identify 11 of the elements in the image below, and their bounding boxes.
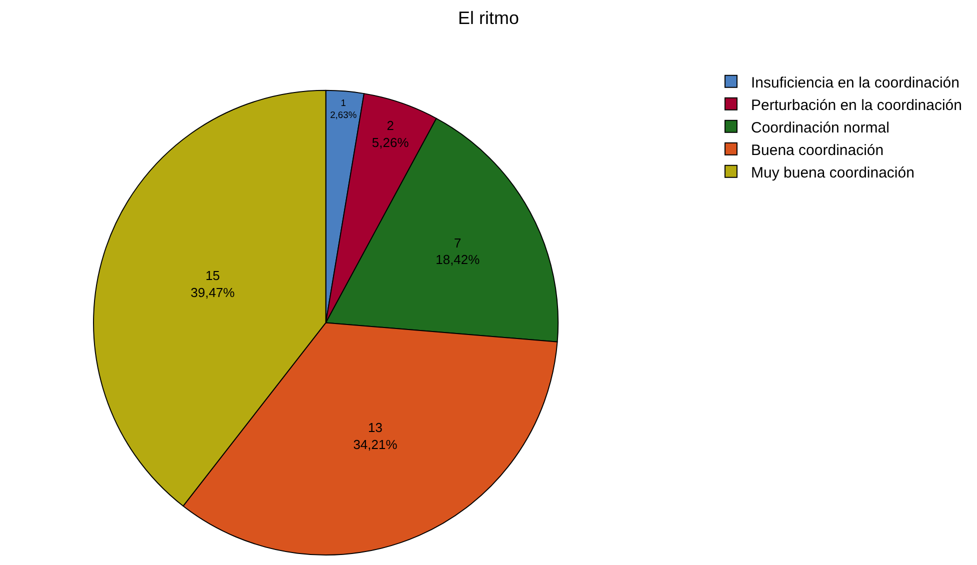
legend-label: Buena coordinación [751, 142, 884, 159]
legend-label: Insuficiencia en la coordinación [751, 74, 960, 92]
legend-label: Perturbación en la coordinación [751, 96, 962, 114]
data-label: 15 39,47% [190, 268, 236, 300]
data-label: 2 5,26% [372, 118, 410, 150]
data-label: 13 34,21% [353, 420, 398, 452]
chart-title: El ritmo [458, 8, 520, 28]
legend-label: Muy buena coordinación [751, 164, 914, 182]
legend-label: Coordinación normal [751, 119, 890, 136]
data-label: 7 18,42% [436, 235, 480, 268]
data-label: 1 2,63% [330, 98, 357, 120]
